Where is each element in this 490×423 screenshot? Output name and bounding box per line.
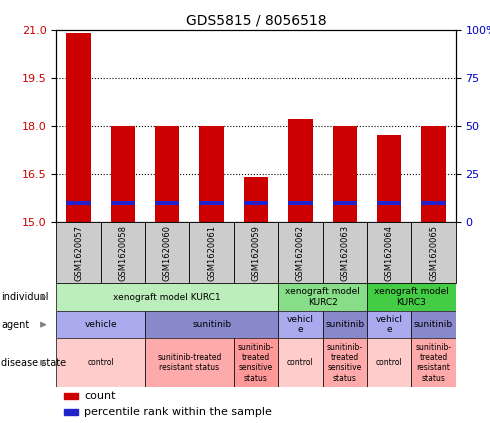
FancyBboxPatch shape bbox=[367, 338, 411, 387]
Bar bbox=[234, 222, 278, 283]
Bar bbox=[56, 222, 101, 283]
FancyBboxPatch shape bbox=[278, 283, 367, 311]
Text: sunitinib-
treated
resistant
status: sunitinib- treated resistant status bbox=[416, 343, 452, 383]
Bar bbox=[333, 201, 357, 205]
FancyBboxPatch shape bbox=[56, 283, 278, 311]
Text: disease state: disease state bbox=[1, 358, 66, 368]
Text: GSM1620063: GSM1620063 bbox=[340, 225, 349, 281]
FancyBboxPatch shape bbox=[411, 311, 456, 338]
FancyBboxPatch shape bbox=[322, 338, 367, 387]
FancyBboxPatch shape bbox=[278, 338, 322, 387]
FancyBboxPatch shape bbox=[145, 311, 278, 338]
Text: sunitinib: sunitinib bbox=[325, 320, 365, 329]
Bar bbox=[377, 135, 401, 222]
Text: control: control bbox=[87, 358, 114, 367]
Text: sunitinib: sunitinib bbox=[192, 320, 231, 329]
Bar bbox=[278, 222, 322, 283]
Text: vehicl
e: vehicl e bbox=[287, 315, 314, 334]
Bar bbox=[64, 409, 78, 415]
Bar bbox=[333, 126, 357, 222]
Text: sunitinib: sunitinib bbox=[414, 320, 453, 329]
Text: vehicle: vehicle bbox=[84, 320, 117, 329]
FancyBboxPatch shape bbox=[145, 338, 234, 387]
Bar bbox=[421, 201, 446, 205]
Bar bbox=[155, 201, 179, 205]
Text: xenograft model
KURC2: xenograft model KURC2 bbox=[285, 288, 360, 307]
Bar bbox=[101, 222, 145, 283]
Bar bbox=[145, 222, 190, 283]
FancyBboxPatch shape bbox=[367, 283, 456, 311]
Bar bbox=[66, 33, 91, 222]
Text: GSM1620059: GSM1620059 bbox=[251, 225, 261, 281]
FancyBboxPatch shape bbox=[56, 311, 145, 338]
Bar bbox=[66, 201, 91, 205]
Title: GDS5815 / 8056518: GDS5815 / 8056518 bbox=[186, 13, 326, 27]
Bar bbox=[377, 201, 401, 205]
FancyBboxPatch shape bbox=[322, 311, 367, 338]
Text: GSM1620057: GSM1620057 bbox=[74, 225, 83, 281]
FancyBboxPatch shape bbox=[278, 311, 322, 338]
Bar bbox=[367, 222, 411, 283]
Text: vehicl
e: vehicl e bbox=[376, 315, 403, 334]
Bar bbox=[199, 201, 224, 205]
Text: sunitinib-
treated
sensitive
status: sunitinib- treated sensitive status bbox=[238, 343, 274, 383]
Text: GSM1620061: GSM1620061 bbox=[207, 225, 216, 281]
Text: count: count bbox=[84, 391, 116, 401]
Text: GSM1620064: GSM1620064 bbox=[385, 225, 393, 281]
Bar bbox=[411, 222, 456, 283]
Text: individual: individual bbox=[1, 292, 49, 302]
FancyBboxPatch shape bbox=[411, 338, 456, 387]
Bar bbox=[322, 222, 367, 283]
Text: GSM1620065: GSM1620065 bbox=[429, 225, 438, 281]
Bar bbox=[64, 393, 78, 399]
Bar bbox=[288, 201, 313, 205]
Bar bbox=[155, 126, 179, 222]
Text: sunitinib-
treated
sensitive
status: sunitinib- treated sensitive status bbox=[327, 343, 363, 383]
Bar bbox=[244, 201, 268, 205]
Bar bbox=[421, 126, 446, 222]
Bar bbox=[288, 119, 313, 222]
Text: xenograft model
KURC3: xenograft model KURC3 bbox=[374, 288, 449, 307]
FancyBboxPatch shape bbox=[56, 338, 145, 387]
Bar bbox=[190, 222, 234, 283]
FancyBboxPatch shape bbox=[367, 311, 411, 338]
FancyBboxPatch shape bbox=[234, 338, 278, 387]
Text: xenograft model KURC1: xenograft model KURC1 bbox=[114, 293, 221, 302]
Text: percentile rank within the sample: percentile rank within the sample bbox=[84, 407, 272, 417]
Bar bbox=[111, 126, 135, 222]
Text: sunitinib-treated
resistant status: sunitinib-treated resistant status bbox=[157, 353, 221, 372]
Text: GSM1620060: GSM1620060 bbox=[163, 225, 172, 281]
Bar bbox=[199, 126, 224, 222]
Text: agent: agent bbox=[1, 320, 29, 330]
Text: control: control bbox=[287, 358, 314, 367]
Bar bbox=[244, 177, 268, 222]
Text: GSM1620062: GSM1620062 bbox=[296, 225, 305, 281]
Bar bbox=[111, 201, 135, 205]
Text: GSM1620058: GSM1620058 bbox=[119, 225, 127, 281]
Text: control: control bbox=[376, 358, 402, 367]
